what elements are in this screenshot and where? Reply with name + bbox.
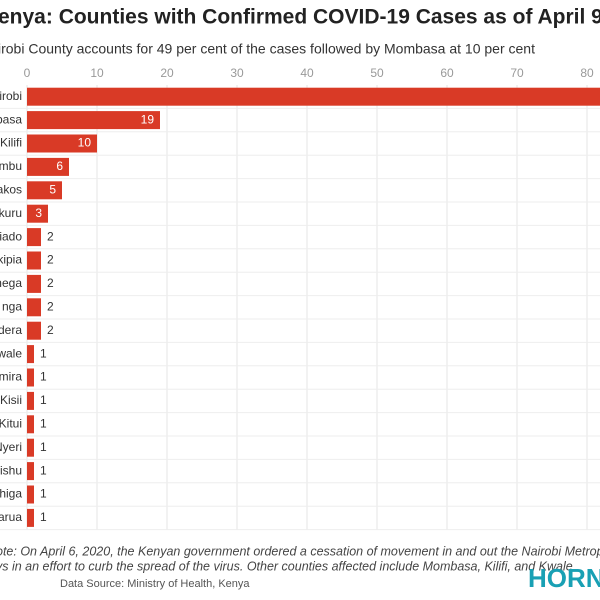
bar [27,298,41,317]
data-label: 6 [56,159,63,173]
data-label: 2 [47,253,54,267]
x-tick-label: 50 [370,66,384,80]
bar [27,345,34,364]
note: ote: On April 6, 2020, the Kenyan govern… [0,544,600,558]
source: Data Source: Ministry of Health, Kenya [60,578,250,590]
data-label: 1 [40,393,47,407]
y-tick-label: akos [0,182,22,196]
chart-title: enya: Counties with Confirmed COVID-19 C… [0,6,600,29]
y-tick-label: mbu [0,159,22,173]
y-tick-label: dera [0,323,22,337]
chart-subtitle: irobi County accounts for 49 per cent of… [0,41,535,57]
bar [27,485,34,504]
bar [27,415,34,434]
y-tick-label: nega [0,276,22,290]
y-tick-label: arua [0,510,22,524]
y-tick-label: iado [0,229,22,243]
x-tick-label: 0 [24,66,31,80]
bar [27,391,34,410]
data-label: 3 [35,206,42,220]
bar [27,134,97,153]
bar [27,204,48,223]
y-tick-label: kuru [0,206,22,220]
x-tick-label: 80 [580,66,594,80]
y-tick-label: Nyeri [0,440,22,454]
data-label: 2 [47,229,54,243]
x-tick-label: 20 [160,66,174,80]
y-tick-label: kipia [0,253,22,267]
bar [27,368,34,387]
y-tick-label: basa [0,112,22,126]
y-tick-label: higa [0,487,22,501]
y-tick-label: ishu [0,463,22,477]
bar [27,228,41,247]
logo: HORN [528,563,600,593]
data-label: 1 [40,510,47,524]
bar [27,508,34,527]
bar [27,157,69,176]
y-tick-label: wale [0,346,22,360]
y-tick-label: Kisii [0,393,22,407]
data-label: 1 [40,346,47,360]
bar [27,321,41,340]
y-tick-label: mira [0,370,22,384]
y-tick-label: Kitui [0,416,22,430]
y-tick-label: nga [2,299,22,313]
data-label: 2 [47,299,54,313]
data-label: 1 [40,416,47,430]
bar [27,111,160,130]
data-label: 2 [47,276,54,290]
x-tick-label: 60 [440,66,454,80]
x-tick-label: 10 [90,66,104,80]
bar [27,181,62,200]
y-tick-label: Kilifi [0,136,22,150]
data-label: 1 [40,487,47,501]
data-label: 1 [40,463,47,477]
data-label: 1 [40,370,47,384]
bar [27,274,41,293]
x-tick-label: 30 [230,66,244,80]
bar [27,462,34,481]
data-label: 1 [40,440,47,454]
note: ys in an effort to curb the spread of th… [0,559,573,573]
data-label: 19 [141,112,155,126]
data-label: 2 [47,323,54,337]
data-label: 5 [49,182,56,196]
bar [27,87,600,106]
data-label: 10 [78,136,92,150]
bar [27,251,41,270]
x-tick-label: 70 [510,66,524,80]
x-tick-label: 40 [300,66,314,80]
y-tick-label: irobi [0,89,22,103]
bar [27,438,34,457]
